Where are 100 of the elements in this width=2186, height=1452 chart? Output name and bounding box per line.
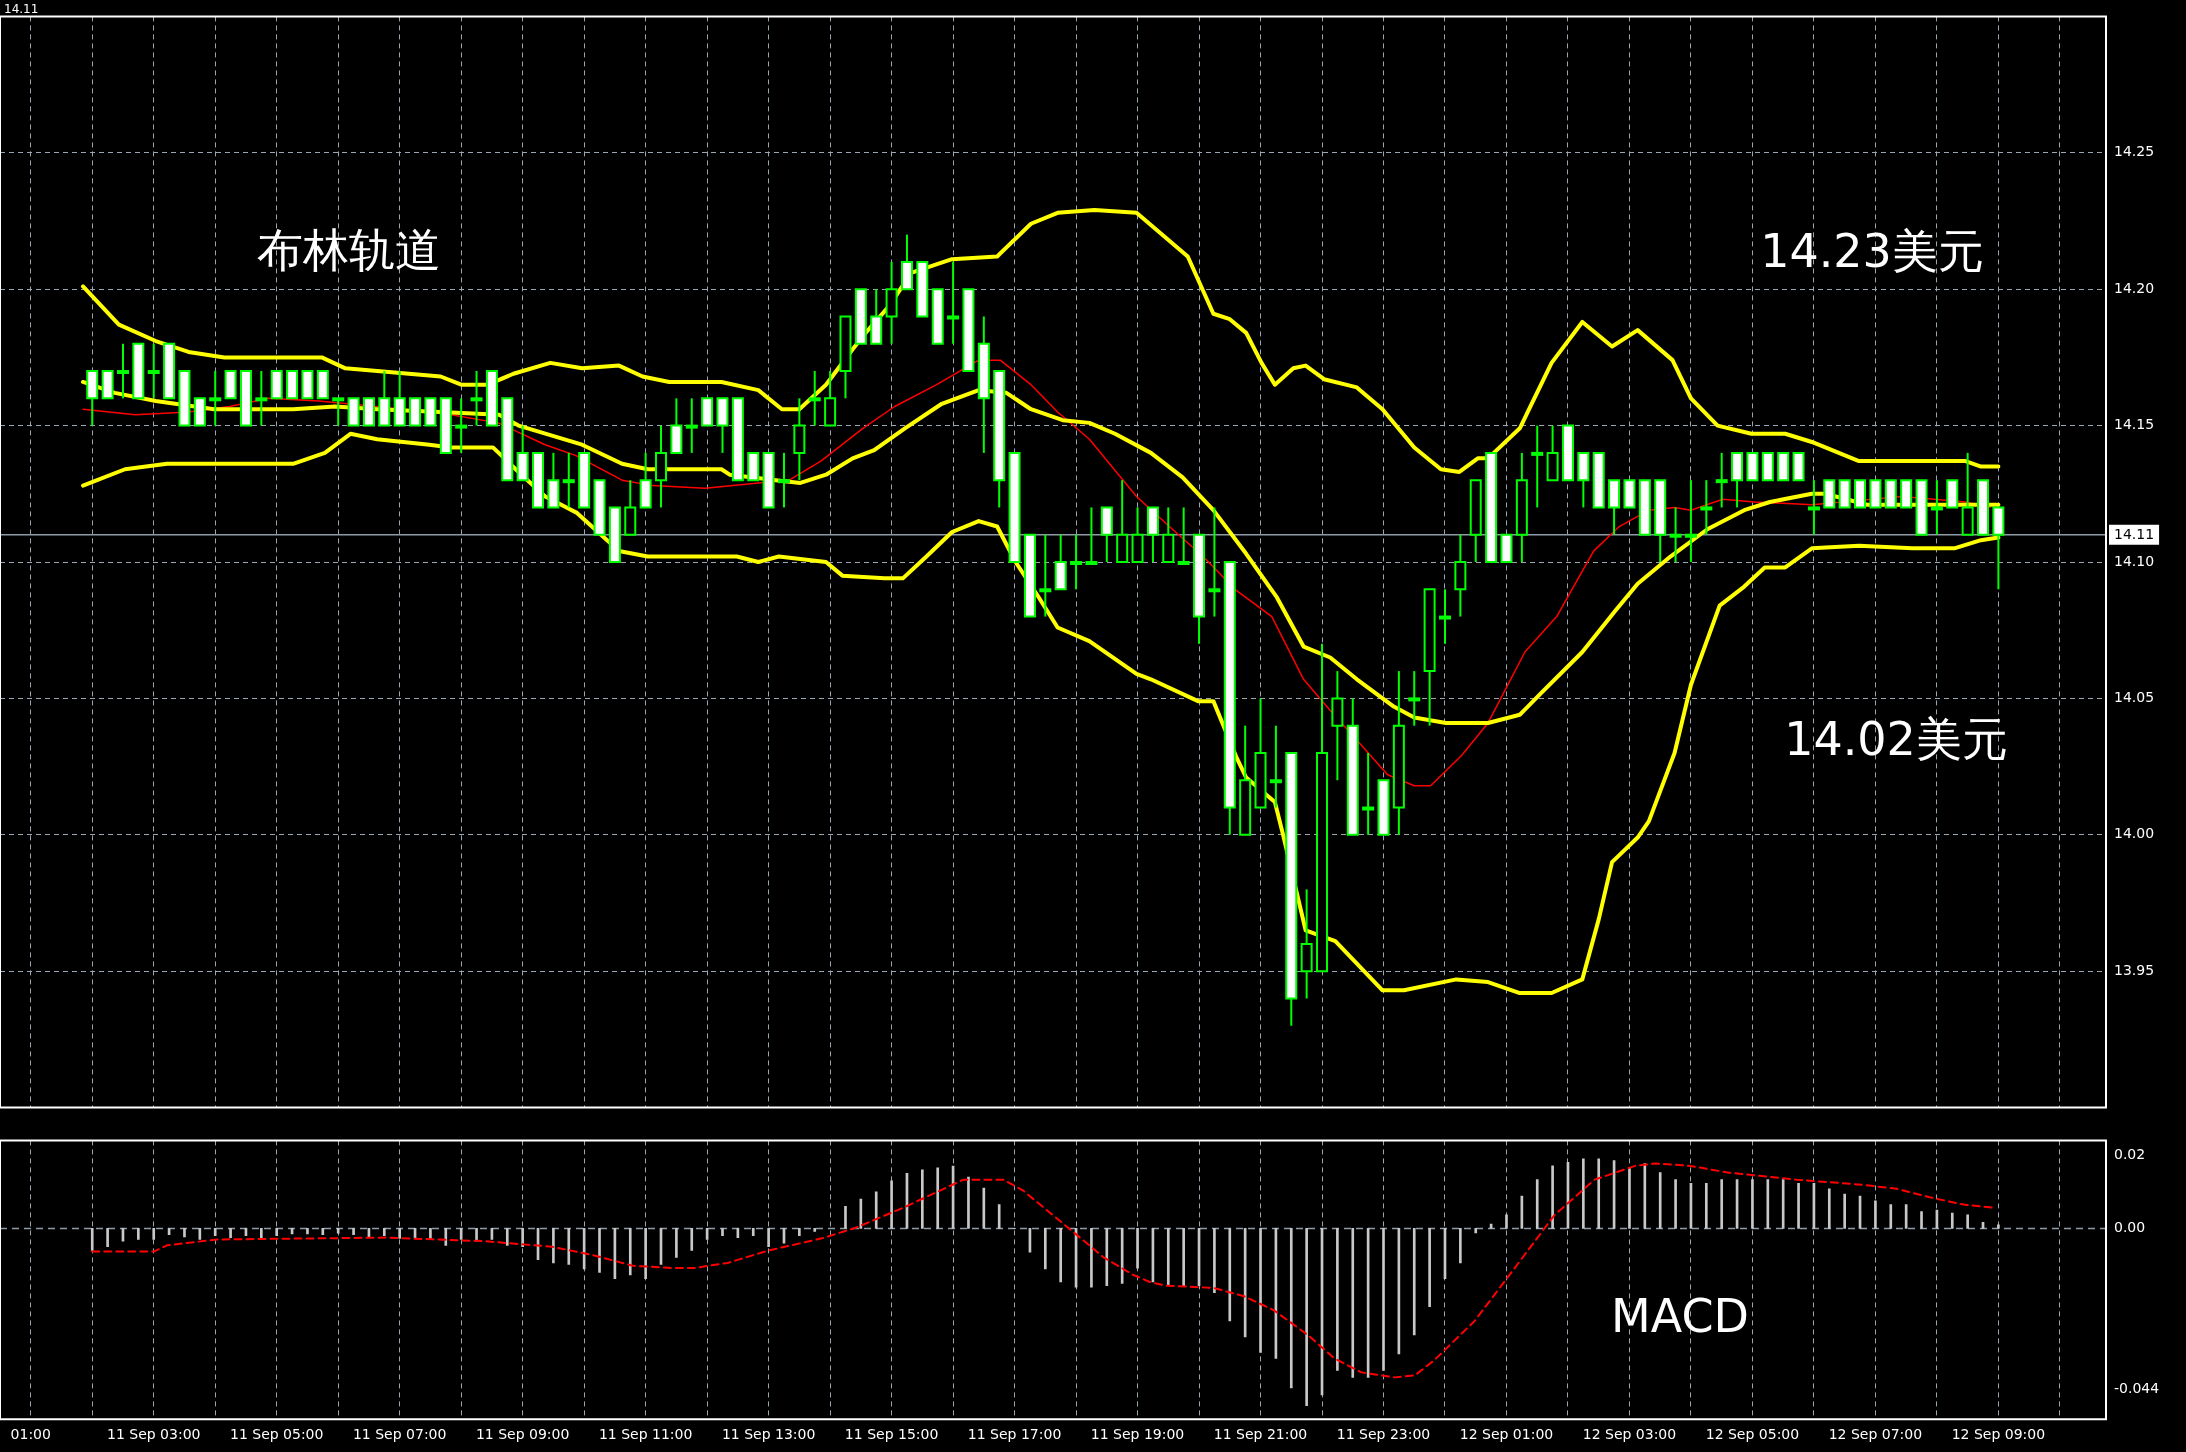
bar xyxy=(306,1228,309,1235)
bar xyxy=(1412,1228,1416,1336)
bar xyxy=(1351,1228,1355,1378)
bar xyxy=(598,1228,601,1273)
annotation: MACD xyxy=(1611,1288,1749,1343)
bar xyxy=(675,1228,678,1258)
bar xyxy=(1459,1228,1462,1264)
bar xyxy=(552,1228,555,1264)
x-tick-label: 11 Sep 05:00 xyxy=(229,1426,324,1443)
x-tick-label: 01:00 xyxy=(10,1426,51,1443)
bar xyxy=(1182,1228,1185,1286)
bar xyxy=(813,1228,817,1232)
bar xyxy=(1551,1165,1554,1229)
bar xyxy=(1966,1214,1969,1229)
y-tick-label: 14.25 xyxy=(2114,143,2155,160)
bar xyxy=(1305,1228,1308,1406)
annotation: 14.02美元 xyxy=(1784,711,2008,766)
bar xyxy=(967,1176,970,1229)
y-tick-label: 13.95 xyxy=(2114,961,2155,978)
bar xyxy=(567,1228,571,1265)
bar xyxy=(275,1228,279,1237)
bar xyxy=(1213,1228,1216,1293)
bar xyxy=(997,1204,1001,1229)
x-tick-label: 11 Sep 19:00 xyxy=(1090,1426,1185,1443)
bar xyxy=(1628,1167,1631,1229)
bar xyxy=(398,1228,402,1239)
bar xyxy=(982,1187,986,1229)
bar xyxy=(1843,1193,1846,1229)
y-tick-label: 14.00 xyxy=(2114,825,2155,842)
text: 14.11 xyxy=(4,2,39,17)
bar xyxy=(644,1228,647,1280)
ref-line-label: 14.11 xyxy=(2114,526,2155,543)
y-tick-label: 14.05 xyxy=(2114,689,2155,706)
bar xyxy=(721,1228,724,1237)
bar xyxy=(352,1228,355,1236)
bar xyxy=(1827,1188,1831,1229)
bar xyxy=(1336,1228,1339,1371)
bar xyxy=(1505,1214,1508,1229)
bar xyxy=(1535,1179,1539,1229)
bar xyxy=(137,1228,140,1240)
bar xyxy=(1889,1204,1893,1229)
x-tick-label: 12 Sep 01:00 xyxy=(1459,1426,1554,1443)
x-tick-label: 12 Sep 05:00 xyxy=(1705,1426,1800,1443)
bar xyxy=(1228,1228,1232,1322)
bar xyxy=(1704,1182,1708,1229)
y-tick-label: 14.15 xyxy=(2114,416,2155,433)
x-tick-label: 11 Sep 23:00 xyxy=(1336,1426,1431,1443)
bar xyxy=(1382,1228,1385,1371)
bar xyxy=(1474,1228,1478,1234)
x-tick-label: 11 Sep 09:00 xyxy=(475,1426,570,1443)
bar xyxy=(1136,1228,1139,1269)
bar xyxy=(921,1169,924,1229)
bar xyxy=(1105,1228,1109,1286)
bar xyxy=(936,1167,940,1229)
bar xyxy=(1720,1179,1724,1229)
x-tick-label: 11 Sep 21:00 xyxy=(1213,1426,1308,1443)
bar xyxy=(1674,1179,1677,1229)
bar xyxy=(321,1228,325,1236)
y-tick-label: 0.00 xyxy=(2114,1219,2146,1236)
bar xyxy=(1781,1179,1785,1229)
bar xyxy=(521,1228,524,1248)
bar xyxy=(767,1228,770,1248)
bar xyxy=(229,1228,232,1238)
bar xyxy=(1090,1228,1093,1288)
bar xyxy=(1428,1228,1431,1307)
bar xyxy=(1120,1228,1124,1284)
x-tick-label: 12 Sep 09:00 xyxy=(1951,1426,2046,1443)
bar xyxy=(874,1191,878,1229)
bar xyxy=(1920,1211,1923,1229)
bar xyxy=(152,1228,156,1240)
x-tick-label: 11 Sep 11:00 xyxy=(598,1426,693,1443)
y-tick-label: 14.20 xyxy=(2114,279,2155,296)
bar xyxy=(1259,1228,1262,1353)
x-tick-label: 11 Sep 03:00 xyxy=(107,1426,201,1443)
bar xyxy=(1043,1228,1047,1270)
bar xyxy=(183,1228,186,1238)
bar xyxy=(890,1180,893,1229)
y-tick-label: 14.10 xyxy=(2114,552,2155,569)
bar xyxy=(1582,1158,1585,1229)
x-tick-label: 11 Sep 15:00 xyxy=(844,1426,939,1443)
bar xyxy=(1950,1212,1954,1229)
x-tick-label: 11 Sep 17:00 xyxy=(967,1426,1062,1443)
bar xyxy=(336,1228,340,1234)
bar xyxy=(798,1228,801,1237)
bar xyxy=(444,1228,448,1246)
bar xyxy=(1059,1228,1063,1283)
x-tick-label: 12 Sep 03:00 xyxy=(1582,1426,1677,1443)
bar xyxy=(90,1228,94,1251)
x-tick-label: 12 Sep 07:00 xyxy=(1828,1426,1923,1443)
annotation: 14.23美元 xyxy=(1760,223,1984,278)
annotation: 布林轨道 xyxy=(257,222,441,277)
x-tick-label: 11 Sep 13:00 xyxy=(721,1426,816,1443)
bar xyxy=(106,1228,109,1248)
bar xyxy=(1997,1224,2000,1229)
bar xyxy=(690,1228,694,1251)
y-tick-label: -0.044 xyxy=(2114,1380,2160,1397)
bar xyxy=(1751,1179,1754,1229)
bar xyxy=(1797,1182,1800,1229)
bar xyxy=(505,1228,509,1246)
y-tick-label: 0.02 xyxy=(2114,1145,2146,1162)
